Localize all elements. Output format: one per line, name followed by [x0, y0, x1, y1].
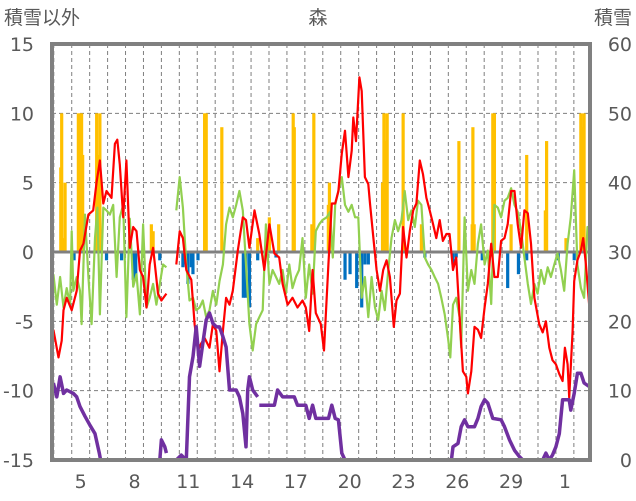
left-y-tick-label: -5 [15, 311, 34, 333]
yellow-bar [63, 182, 67, 252]
x-tick-label: 11 [176, 471, 200, 493]
yellow-bar [385, 113, 389, 252]
right-y-tick-label: 10 [608, 381, 632, 403]
yellow-bar [292, 127, 296, 252]
yellow-bar [61, 238, 66, 252]
yellow-bar [509, 224, 513, 252]
x-tick-label: 5 [75, 471, 87, 493]
left-y-tick-label: -10 [3, 381, 34, 403]
blue-bar [506, 252, 510, 289]
red-series-line [52, 76, 591, 399]
blue-bar [181, 252, 185, 268]
yellow-bar [60, 113, 64, 252]
blue-bar [72, 252, 76, 261]
blue-bar [119, 252, 124, 261]
left-y-tick-label: 0 [22, 242, 34, 264]
x-tick-label: 1 [559, 471, 571, 493]
yellow-bar [220, 127, 224, 252]
yellow-bar [149, 224, 153, 252]
yellow-bar [203, 113, 207, 252]
blue-bar [366, 252, 370, 265]
right-y-tick-label: 0 [620, 450, 632, 472]
yellow-bar [151, 231, 155, 252]
bars [59, 113, 586, 308]
blue-bar [247, 252, 252, 308]
yellow-bar [310, 224, 314, 252]
blue-bar [343, 252, 347, 280]
blue-bar [572, 252, 576, 261]
yellow-bar [96, 154, 100, 252]
left-y-tick-label: 10 [10, 103, 34, 125]
yellow-bar [401, 113, 405, 252]
blue-bar [256, 252, 260, 261]
blue-bar [189, 252, 193, 268]
blue-bar [348, 252, 352, 275]
blue-bar [104, 252, 109, 261]
yellow-bar [457, 141, 461, 252]
yellow-bar [579, 113, 583, 252]
left-axis-title: 積雪以外 [4, 7, 80, 29]
blue-bar [158, 252, 162, 261]
left-y-tick-label: -15 [3, 450, 34, 472]
series-lines [51, 76, 591, 462]
blue-bar [196, 252, 200, 261]
yellow-bar [256, 238, 260, 252]
yellow-bar [204, 113, 208, 252]
yellow-bar [267, 217, 271, 252]
x-tick-label: 29 [499, 471, 523, 493]
yellow-bar [98, 113, 102, 252]
plot-frame [50, 42, 592, 462]
right-y-tick-label: 20 [608, 311, 632, 333]
right-y-tick-label: 60 [608, 34, 632, 56]
yellow-bar [582, 113, 586, 252]
x-tick-label: 8 [128, 471, 140, 493]
x-tick-label: 20 [338, 471, 362, 493]
yellow-bar [81, 154, 85, 252]
blue-bar [363, 252, 367, 265]
blue-bar [525, 252, 529, 261]
yellow-bar [76, 113, 80, 252]
yellow-bar [491, 113, 495, 252]
right-y-tick-label: 50 [608, 103, 632, 125]
right-y-tick-label: 40 [608, 173, 632, 195]
blue-bar [454, 252, 458, 258]
yellow-bar [277, 224, 281, 252]
right-axis-title: 積雪 [594, 7, 632, 29]
x-tick-label: 14 [230, 471, 254, 493]
yellow-bar [525, 154, 529, 252]
yellow-bar [382, 113, 386, 252]
yellow-bar [78, 113, 82, 252]
blue-bar [480, 252, 484, 261]
yellow-bar [545, 141, 549, 252]
blue-bar [191, 252, 195, 275]
blue-bar [186, 252, 190, 284]
chart-title: 森 [308, 7, 327, 29]
x-tick-label: 17 [284, 471, 308, 493]
yellow-bar [419, 224, 424, 252]
blue-bar [355, 252, 359, 289]
right-y-tick-label: 30 [608, 242, 632, 264]
yellow-bar [471, 127, 475, 252]
blue-bar [134, 252, 138, 280]
yellow-bar [312, 113, 316, 252]
yellow-bar [492, 113, 497, 252]
blue-bar [516, 252, 521, 275]
x-tick-label: 23 [391, 471, 415, 493]
yellow-bar [580, 127, 585, 252]
left-y-tick-label: 15 [10, 34, 34, 56]
yellow-bar [564, 238, 568, 252]
yellow-bar [472, 224, 476, 252]
purple-series-line [51, 311, 591, 462]
left-y-tick-label: 5 [22, 173, 34, 195]
x-tick-label: 26 [445, 471, 469, 493]
blue-bar [241, 252, 245, 298]
